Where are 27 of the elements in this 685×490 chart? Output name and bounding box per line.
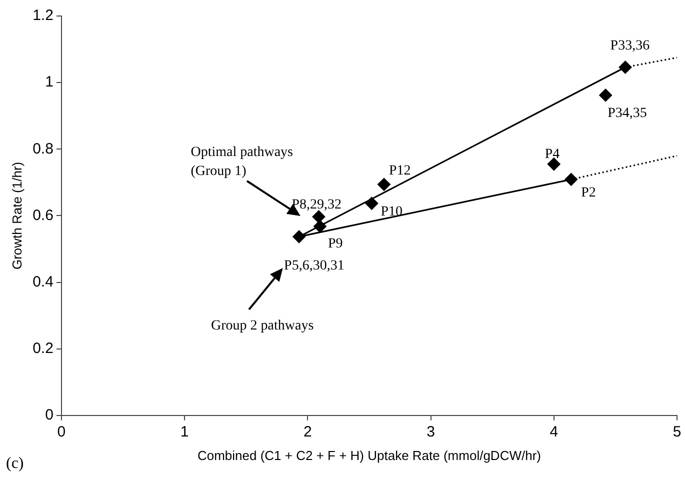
annotation: P2	[581, 185, 596, 200]
annotation: P34,35	[608, 106, 647, 122]
annotation: P8,29,32	[292, 198, 342, 213]
y-tick-label: 0.8	[32, 140, 54, 158]
y-tick-label: 0.2	[32, 340, 54, 357]
y-tick-label: 0.6	[32, 206, 54, 224]
x-tick-label: 2	[304, 424, 312, 441]
annotation: Optimal pathways (Group 1)	[190, 144, 293, 179]
y-tick-label: 1.2	[32, 7, 54, 24]
annotation: P12	[389, 163, 411, 178]
annotation: Group 2 pathways	[211, 318, 314, 334]
annotation: P5,6,30,31	[284, 258, 344, 274]
y-axis-title: Growth Rate (1/hr)	[9, 162, 24, 270]
annotation: P33,36	[610, 38, 650, 54]
annotation: P4	[544, 147, 560, 162]
y-tick-label: 0.4	[32, 273, 54, 290]
x-tick-label: 5	[672, 424, 682, 441]
x-tick-label: 1	[180, 424, 189, 441]
text: (c)	[6, 455, 24, 472]
annotation: P9	[328, 236, 343, 252]
x-tick-label: 0	[57, 424, 66, 441]
x-tick-label: 4	[550, 424, 558, 441]
y-tick-label: 1	[45, 74, 54, 91]
x-tick-label: 3	[426, 424, 435, 441]
annotation: P10	[380, 204, 402, 220]
y-tick-label: 0	[45, 406, 54, 424]
x-axis-title: Combined (C1 + C2 + F + H) Uptake Rate (mmol/gDCW/hr)	[197, 448, 541, 463]
